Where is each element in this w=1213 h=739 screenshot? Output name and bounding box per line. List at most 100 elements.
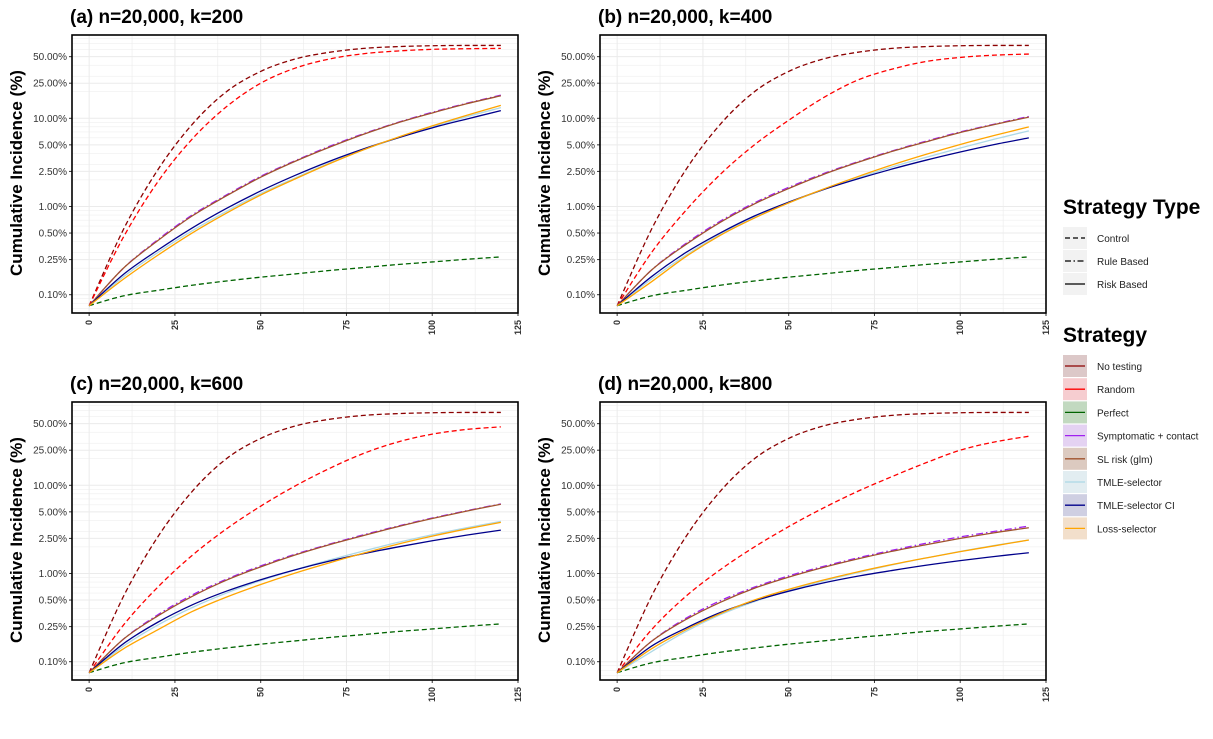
- panel-a-series: [88, 44, 502, 307]
- panel-d-title: (d) n=20,000, k=800: [598, 374, 772, 395]
- panel-a-x-tick-label: 100: [427, 320, 437, 335]
- panel-d-x-tick-label: 25: [698, 687, 708, 697]
- panel-b-x-tick-label: 50: [784, 320, 794, 330]
- legend-strategy-label: TMLE-selector: [1097, 478, 1163, 489]
- panel-a-y-tick-label: 2.50%: [39, 167, 67, 178]
- panel-c-series-symptomatic-contact: [88, 503, 501, 674]
- panel-c-title: (c) n=20,000, k=600: [70, 374, 243, 395]
- panel-c-y-tick-label: 0.10%: [39, 657, 67, 668]
- panel-d-series-no-testing: [616, 411, 1029, 673]
- panel-c-series-random: [88, 426, 501, 674]
- panel-a-x-tick-label: 25: [170, 320, 180, 330]
- panel-b-series-sl-risk-glm: [616, 116, 1029, 307]
- panel-b-y-tick-label: 0.25%: [567, 255, 595, 266]
- panel-c-ylabel: Cumulative Incidence (%): [7, 437, 26, 643]
- panel-c-series-tmle-selector-ci: [88, 529, 501, 674]
- panel-a-border: [71, 34, 519, 314]
- panel-a-ylabel: Cumulative Incidence (%): [7, 70, 26, 276]
- panel-c-series-sl-risk-glm: [88, 503, 501, 674]
- panel-b-series: [616, 44, 1030, 307]
- legend-type-label: Control: [1097, 234, 1129, 245]
- panel-d-series-loss-selector: [616, 539, 1029, 674]
- panel-c-x-ticks: 0 25 50 75 100 125: [84, 680, 523, 702]
- legend-strategy-type: Strategy Type Control Rule Based Risk Base…: [1063, 196, 1200, 295]
- legend-strategy-items: No testing Random Perfect Symptomatic + con…: [1063, 355, 1199, 540]
- panel-a-x-tick-label: 125: [513, 320, 523, 335]
- panel-c: (c) n=20,000, k=600 Cumulative Incidence…: [7, 374, 523, 702]
- legend-strategy-label: Symptomatic + contact: [1097, 432, 1199, 443]
- panel-b-x-tick-label: 25: [698, 320, 708, 330]
- panel-a-y-tick-label: 50.00%: [33, 52, 67, 63]
- legend-strategy-label: SL risk (glm): [1097, 455, 1153, 466]
- panel-b-series-perfect: [616, 256, 1029, 307]
- panel-d-ylabel: Cumulative Incidence (%): [535, 437, 554, 643]
- panel-d-border: [599, 401, 1047, 681]
- panel-a-y-tick-label: 25.00%: [33, 79, 67, 90]
- panel-a-series-tmle-selector-ci: [88, 110, 502, 307]
- panel-d-series-symptomatic-contact: [616, 525, 1029, 674]
- panel-b-ylabel: Cumulative Incidence (%): [535, 70, 554, 276]
- panel-c-y-tick-label: 10.00%: [33, 481, 67, 492]
- panel-b-grid: [600, 35, 1047, 313]
- panel-d-series: [616, 411, 1029, 674]
- panel-b-y-tick-label: 50.00%: [561, 52, 595, 63]
- legend-strategy-type-items: Control Rule Based Risk Based: [1063, 227, 1149, 295]
- panel-b-x-tick-label: 75: [869, 320, 879, 330]
- panel-a-series-no-testing: [88, 44, 501, 306]
- legend-type-label: Rule Based: [1097, 257, 1149, 268]
- panel-c-y-ticks: 0.10% 0.25% 0.50% 1.00% 2.50% 5.00% 10.00% 25.0…: [33, 419, 72, 668]
- panel-a-title: (a) n=20,000, k=200: [70, 7, 243, 28]
- panel-a-x-ticks: 0 25 50 75 100 125: [84, 313, 523, 335]
- panel-c-y-tick-label: 25.00%: [33, 446, 67, 457]
- panel-d-series-perfect: [616, 623, 1029, 674]
- panel-b-series-no-testing: [616, 44, 1029, 306]
- panel-d-x-ticks: 0 25 50 75 100 125: [612, 680, 1051, 702]
- panel-b-x-tick-label: 125: [1041, 320, 1051, 335]
- panel-d-x-tick-label: 125: [1041, 687, 1051, 702]
- panel-d-series-random: [616, 435, 1029, 674]
- panel-d-y-tick-label: 10.00%: [561, 481, 595, 492]
- panel-d-y-ticks: 0.10% 0.25% 0.50% 1.00% 2.50% 5.00% 10.00% 25.0…: [561, 419, 600, 668]
- panel-c-y-tick-label: 0.50%: [39, 596, 67, 607]
- panel-b-x-tick-label: 100: [955, 320, 965, 335]
- panel-b-y-tick-label: 2.50%: [567, 167, 595, 178]
- panel-a-y-tick-label: 5.00%: [39, 140, 67, 151]
- legend-type-label: Risk Based: [1097, 280, 1148, 291]
- panel-d-y-tick-label: 50.00%: [561, 419, 595, 430]
- panel-b-y-tick-label: 0.50%: [567, 229, 595, 240]
- panel-c-x-tick-label: 50: [256, 687, 266, 697]
- panel-a: (a) n=20,000, k=200 Cumulative Incidence…: [7, 7, 523, 335]
- panel-c-border: [71, 401, 519, 681]
- panel-d-x-tick-label: 0: [612, 687, 622, 692]
- panel-c-series: [88, 411, 501, 674]
- panel-c-grid: [72, 402, 519, 680]
- panel-a-x-tick-label: 0: [84, 320, 94, 325]
- panel-d-y-tick-label: 0.10%: [567, 657, 595, 668]
- panel-a-y-ticks: 0.10% 0.25% 0.50% 1.00% 2.50% 5.00% 10.00% 25.0…: [33, 52, 72, 301]
- panel-c-y-tick-label: 2.50%: [39, 534, 67, 545]
- panel-c-series-tmle-selector: [88, 520, 501, 674]
- panel-c-y-tick-label: 5.00%: [39, 507, 67, 518]
- panel-a-y-tick-label: 10.00%: [33, 114, 67, 125]
- panel-b-border: [599, 34, 1047, 314]
- panel-b-series-tmle-selector-ci: [616, 137, 1029, 307]
- panel-a-grid: [72, 35, 519, 313]
- panel-b-series-symptomatic-contact: [616, 115, 1029, 307]
- panel-c-y-tick-label: 0.25%: [39, 622, 67, 633]
- panel-b-title: (b) n=20,000, k=400: [598, 7, 772, 28]
- legend-strategy-label: Random: [1097, 385, 1135, 396]
- panel-d-x-tick-label: 50: [784, 687, 794, 697]
- panel-b: (b) n=20,000, k=400 Cumulative Incidence…: [535, 7, 1051, 335]
- panel-c-y-tick-label: 50.00%: [33, 419, 67, 430]
- panel-a-series-tmle-selector: [88, 107, 502, 307]
- legend-strategy-label: No testing: [1097, 362, 1142, 373]
- legend-strategy: Strategy No testing Random Perfect Symptoma…: [1063, 324, 1199, 540]
- panel-c-x-tick-label: 25: [170, 687, 180, 697]
- panel-d-y-tick-label: 0.50%: [567, 596, 595, 607]
- panel-c-x-tick-label: 75: [341, 687, 351, 697]
- panel-a-series-perfect: [88, 256, 501, 307]
- panel-d-x-tick-label: 75: [869, 687, 879, 697]
- panel-b-y-tick-label: 1.00%: [567, 202, 595, 213]
